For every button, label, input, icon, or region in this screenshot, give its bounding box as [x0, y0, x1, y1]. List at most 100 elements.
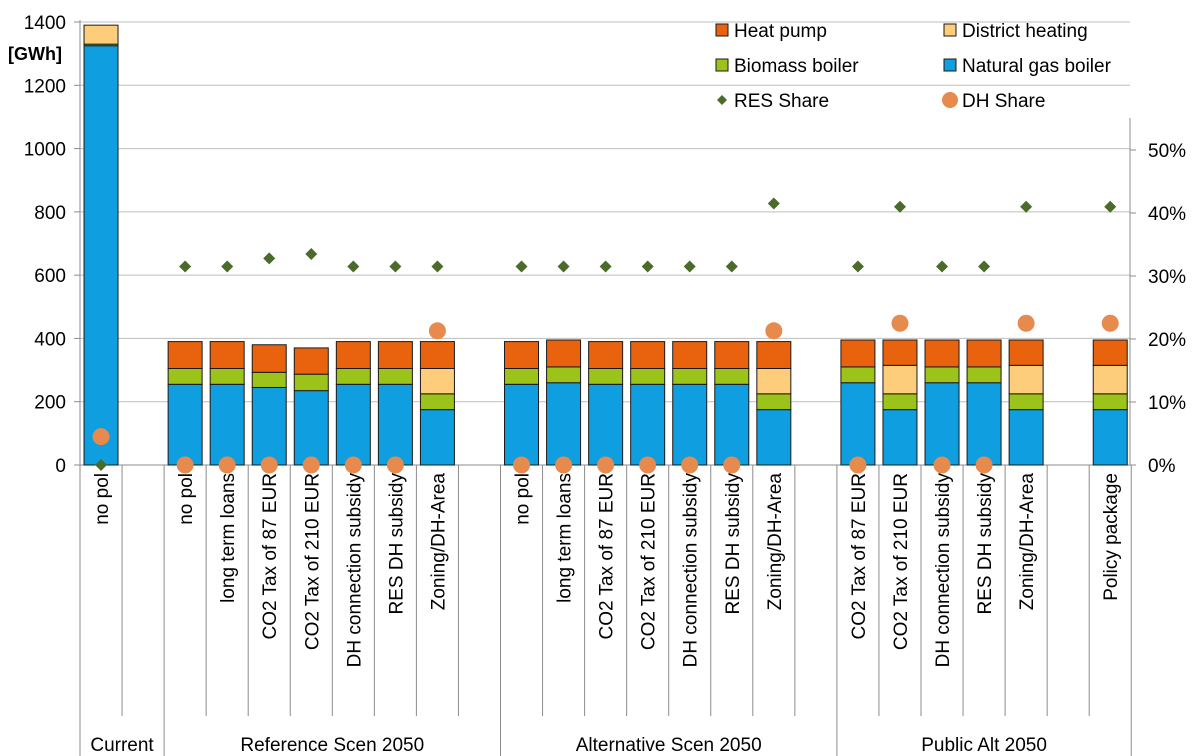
- y-unit-label: [GWh]: [8, 44, 62, 64]
- y-tick-label: 400: [34, 329, 66, 350]
- dh-share-point: [639, 456, 657, 474]
- res-share-point: [936, 260, 949, 273]
- y2-tick-label: 40%: [1148, 204, 1186, 225]
- category-labels: no pol no pol long term loans CO2 Tax of 87…: [79, 465, 1132, 756]
- category-label: Zoning/DH-Area: [428, 473, 449, 611]
- bar-segment-district-heating: [882, 364, 918, 395]
- dh-share-point: [723, 456, 741, 474]
- share-markers: [92, 197, 1119, 474]
- category-label: no pol: [513, 473, 534, 525]
- bar-segment-biomass-boiler: [209, 367, 245, 385]
- bar-segment-natural-gas-boiler: [1008, 409, 1044, 466]
- bar-segment-biomass-boiler: [672, 367, 708, 385]
- category-label: Policy package: [1101, 473, 1122, 601]
- bar-segment-heat-pump: [1092, 339, 1128, 366]
- bar-segment-heat-pump: [924, 339, 960, 368]
- bar-segment-biomass-boiler: [630, 367, 666, 385]
- bar-segment-biomass-boiler: [1008, 393, 1044, 411]
- group-labels: Current Reference Scen 2050 Alternative Sc…: [90, 735, 1047, 756]
- res-share-point: [179, 260, 192, 273]
- bar-segment-heat-pump: [293, 347, 329, 375]
- y2-tick-label: 50%: [1148, 141, 1186, 162]
- bar-segment-heat-pump: [714, 341, 750, 369]
- legend-heat-pump-swatch: [715, 23, 729, 37]
- bar-segment-biomass-boiler: [377, 367, 413, 385]
- category-label: no pol: [92, 473, 113, 525]
- bar-segment-heat-pump: [251, 344, 287, 373]
- dh-share-point: [933, 456, 951, 474]
- gridlines: [80, 21, 1130, 403]
- bar-segment-natural-gas-boiler: [966, 382, 1002, 466]
- dh-share-point: [428, 322, 446, 340]
- category-label: Zoning/DH-Area: [765, 473, 786, 611]
- res-share-point: [893, 200, 906, 213]
- bar-segment-heat-pump: [630, 341, 666, 369]
- bar-segment-natural-gas-boiler: [377, 383, 413, 466]
- res-share-point: [221, 260, 234, 273]
- res-share-point: [1104, 200, 1117, 213]
- y2-tick-label: 0%: [1148, 456, 1176, 477]
- res-share-point: [263, 252, 276, 265]
- bars: [83, 24, 1128, 466]
- legend-heat-pump-label: Heat pump: [734, 21, 827, 42]
- bar-segment-natural-gas-boiler: [672, 383, 708, 466]
- bar-segment-biomass-boiler: [882, 393, 918, 411]
- bar-segment-biomass-boiler: [167, 367, 203, 385]
- bar-segment-natural-gas-boiler: [167, 383, 203, 466]
- res-share-point: [305, 247, 318, 260]
- bar-segment-heat-pump: [756, 341, 792, 369]
- bar-segment-heat-pump: [588, 341, 624, 369]
- y-tick-label: 200: [34, 393, 66, 414]
- bar-segment-heat-pump: [672, 341, 708, 369]
- res-share-point: [431, 260, 444, 273]
- bar-segment-heat-pump: [209, 341, 245, 369]
- bar-segment-biomass-boiler: [504, 367, 540, 385]
- bar-segment-natural-gas-boiler: [882, 409, 918, 466]
- bar-segment-natural-gas-boiler: [588, 383, 624, 466]
- bar-segment-heat-pump: [377, 341, 413, 369]
- group-label: Public Alt 2050: [921, 735, 1047, 756]
- res-share-point: [557, 260, 570, 273]
- res-share-point: [978, 260, 991, 273]
- bar-segment-heat-pump: [1008, 339, 1044, 366]
- res-share-point: [389, 260, 402, 273]
- bar-segment-natural-gas-boiler: [924, 382, 960, 466]
- bar-segment-district-heating: [419, 367, 455, 395]
- legend-res-share-swatch: [717, 95, 727, 105]
- res-share-point: [851, 260, 864, 273]
- dh-share-point: [302, 456, 320, 474]
- bar-segment-biomass-boiler: [251, 371, 287, 388]
- bar-segment-natural-gas-boiler: [546, 382, 582, 466]
- y-tick-label: 1000: [24, 140, 66, 161]
- dh-share-point: [891, 314, 909, 332]
- bar-segment-biomass-boiler: [588, 367, 624, 385]
- dh-share-point: [1101, 314, 1119, 332]
- bar-segment-natural-gas-boiler: [251, 386, 287, 466]
- res-share-point: [95, 459, 108, 471]
- bar-segment-biomass-boiler: [335, 367, 371, 385]
- res-share-point: [1020, 200, 1033, 213]
- category-label: RES DH subsidy: [723, 473, 744, 615]
- res-share-point: [767, 197, 780, 210]
- bar-segment-heat-pump: [167, 341, 203, 369]
- category-label: RES DH subsidy: [386, 473, 407, 615]
- category-label: CO2 Tax of 87 EUR: [260, 473, 281, 640]
- bar-segment-heat-pump: [966, 339, 1002, 368]
- legend-biomass-boiler-label: Biomass boiler: [734, 56, 859, 77]
- legend-district-heating-label: District heating: [962, 21, 1088, 42]
- category-label: CO2 Tax of 210 EUR: [302, 473, 323, 650]
- dh-share-point: [555, 456, 573, 474]
- dh-share-point: [975, 456, 993, 474]
- res-share-point: [515, 260, 528, 273]
- category-label: long term loans: [218, 473, 239, 603]
- group-label: Alternative Scen 2050: [576, 735, 762, 756]
- bar-segment-heat-pump: [840, 339, 876, 368]
- legend-dh-share-swatch: [942, 92, 958, 108]
- dh-share-point: [386, 456, 404, 474]
- y-tick-label: 1200: [24, 76, 66, 97]
- dh-share-point: [218, 456, 236, 474]
- bar-segment-heat-pump: [419, 341, 455, 369]
- category-label: DH connection subsidy: [344, 473, 365, 668]
- bar-segment-biomass-boiler: [419, 393, 455, 411]
